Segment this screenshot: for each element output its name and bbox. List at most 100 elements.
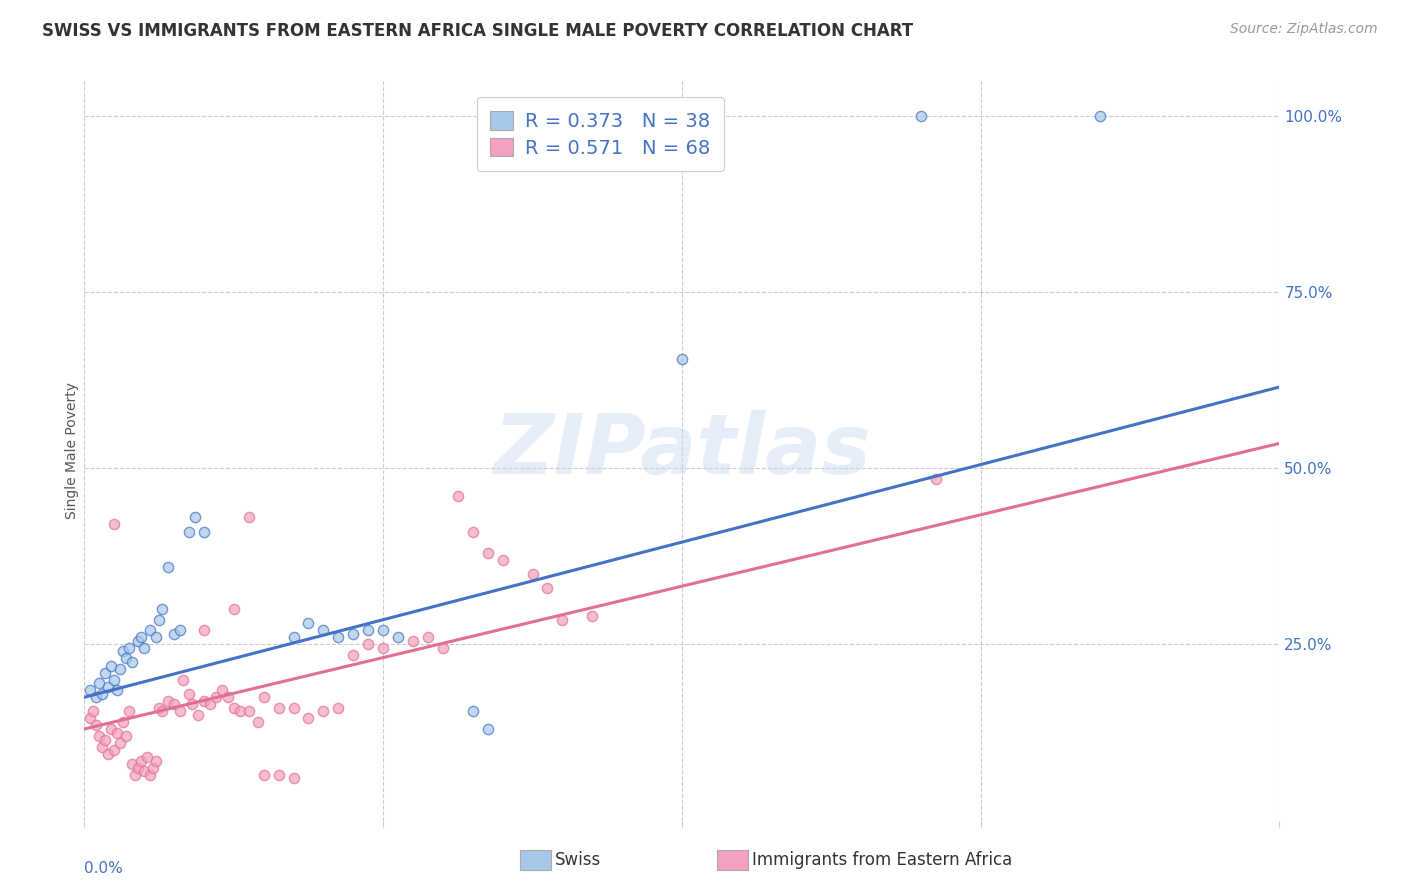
Point [129, 754, 152, 768]
Point [169, 624, 191, 638]
Point [328, 630, 350, 644]
Point [536, 581, 558, 595]
Point [94, 665, 117, 680]
Point [283, 701, 305, 715]
Point [103, 517, 125, 532]
Point [97, 680, 120, 694]
Point [157, 694, 180, 708]
Point [357, 637, 380, 651]
Point [267, 701, 290, 715]
Point [150, 704, 173, 718]
Point [551, 613, 574, 627]
Point [253, 768, 276, 782]
Point [145, 754, 167, 768]
Point [142, 761, 165, 775]
Point [211, 683, 233, 698]
Point [184, 510, 207, 524]
Point [477, 722, 499, 736]
Point [115, 729, 138, 743]
Point [461, 704, 484, 718]
Point [342, 648, 364, 662]
Point [253, 690, 276, 705]
Point [79, 711, 101, 725]
Point [312, 624, 335, 638]
Text: Swiss: Swiss [555, 851, 602, 869]
Point [187, 707, 209, 722]
Point [432, 640, 454, 655]
Point [86, 718, 108, 732]
Point [100, 658, 122, 673]
Point [100, 722, 122, 736]
Point [86, 690, 108, 705]
Point [387, 630, 409, 644]
Point [145, 630, 167, 644]
Point [91, 687, 114, 701]
Point [181, 698, 204, 712]
Point [416, 630, 439, 644]
Point [132, 764, 156, 779]
Point [79, 683, 101, 698]
Point [124, 768, 146, 782]
Point [312, 704, 335, 718]
Point [112, 644, 135, 658]
Point [246, 714, 269, 729]
Point [105, 683, 128, 698]
Point [373, 640, 395, 655]
Point [222, 701, 245, 715]
Point [342, 627, 364, 641]
Point [91, 739, 114, 754]
Point [115, 651, 138, 665]
Point [283, 772, 305, 786]
Point [148, 613, 170, 627]
Point [121, 757, 143, 772]
Point [222, 602, 245, 616]
Point [89, 676, 111, 690]
Point [139, 768, 162, 782]
Point [373, 624, 395, 638]
Text: Immigrants from Eastern Africa: Immigrants from Eastern Africa [752, 851, 1012, 869]
Text: 0.0%: 0.0% [84, 862, 124, 876]
Point [177, 524, 200, 539]
Legend: R = 0.373   N = 38, R = 0.571   N = 68: R = 0.373 N = 38, R = 0.571 N = 68 [477, 97, 724, 171]
Point [105, 725, 128, 739]
Point [328, 701, 350, 715]
Point [228, 704, 252, 718]
Point [217, 690, 239, 705]
Point [267, 768, 290, 782]
Point [132, 640, 156, 655]
Point [163, 698, 186, 712]
Point [136, 750, 159, 764]
Point [910, 109, 932, 123]
Point [193, 624, 215, 638]
Point [129, 630, 152, 644]
Point [198, 698, 221, 712]
Point [925, 472, 948, 486]
Point [110, 662, 132, 676]
Point [94, 732, 117, 747]
Point [118, 640, 141, 655]
Point [297, 711, 319, 725]
Point [238, 704, 260, 718]
Point [172, 673, 194, 687]
Point [238, 510, 260, 524]
Point [110, 736, 132, 750]
Point [121, 655, 143, 669]
Text: SWISS VS IMMIGRANTS FROM EASTERN AFRICA SINGLE MALE POVERTY CORRELATION CHART: SWISS VS IMMIGRANTS FROM EASTERN AFRICA … [42, 22, 914, 40]
Point [118, 704, 141, 718]
Point [447, 489, 470, 503]
Point [402, 633, 425, 648]
Point [163, 627, 186, 641]
Point [169, 704, 191, 718]
Point [127, 761, 149, 775]
Text: Source: ZipAtlas.com: Source: ZipAtlas.com [1230, 22, 1378, 37]
Point [461, 524, 484, 539]
Point [1090, 109, 1112, 123]
Point [522, 566, 544, 581]
Y-axis label: Single Male Poverty: Single Male Poverty [65, 382, 79, 519]
Point [193, 694, 215, 708]
Point [89, 729, 111, 743]
Point [139, 624, 162, 638]
Point [492, 553, 515, 567]
Point [112, 714, 135, 729]
Point [148, 701, 170, 715]
